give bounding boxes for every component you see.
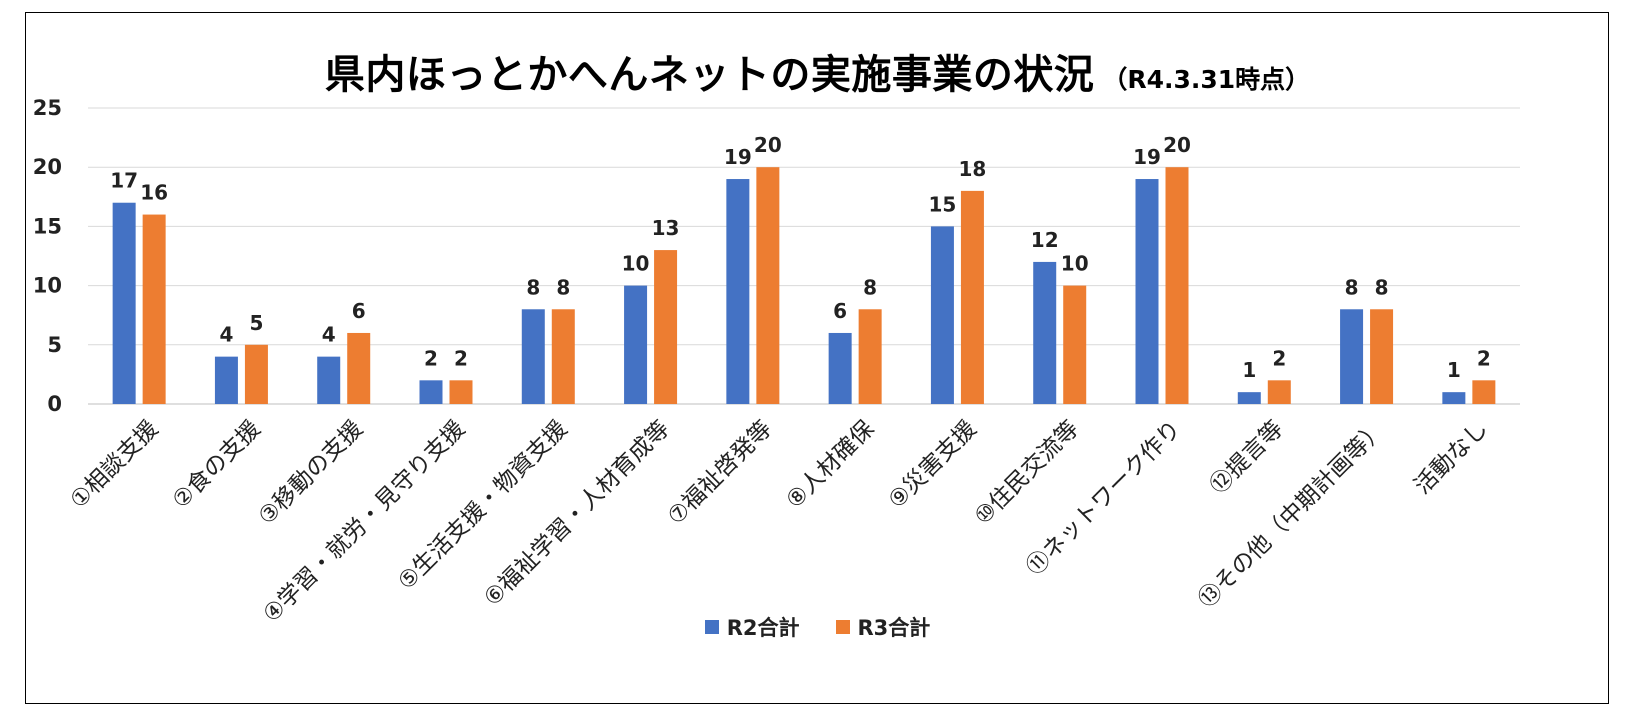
data-label: 2 <box>424 346 438 370</box>
data-label: 8 <box>863 275 877 299</box>
bar-r3 <box>142 214 166 404</box>
data-label: 1 <box>1447 358 1461 382</box>
data-label: 6 <box>352 299 366 323</box>
legend-item: R3合計 <box>835 612 931 642</box>
bar-r2 <box>214 356 238 404</box>
data-label: 13 <box>652 216 680 240</box>
bar-r2 <box>317 356 341 404</box>
bar-r2 <box>1135 179 1159 404</box>
data-label: 2 <box>1272 346 1286 370</box>
category-label: ⑬その他（中期計画等） <box>1194 416 1391 613</box>
legend-item: R2合計 <box>704 612 800 642</box>
data-label: 20 <box>1163 133 1191 157</box>
y-tick-label: 0 <box>47 392 62 416</box>
bar-r3 <box>551 309 575 404</box>
data-label: 19 <box>1133 145 1161 169</box>
category-label: ⑧人材確保 <box>781 416 879 514</box>
data-label: 4 <box>322 323 336 347</box>
bar-r2 <box>521 309 545 404</box>
data-label: 18 <box>959 157 987 181</box>
bar-r2 <box>1033 261 1057 404</box>
bar-r2 <box>1340 309 1364 404</box>
category-label: ④学習・就労・見守り支援 <box>258 416 470 628</box>
category-label: ⑤生活支援・物資支援 <box>393 416 572 595</box>
data-label: 20 <box>754 133 782 157</box>
bar-r3 <box>1267 380 1291 404</box>
y-tick-label: 10 <box>33 274 62 298</box>
bar-r2 <box>1237 392 1261 404</box>
y-tick-label: 15 <box>33 214 62 238</box>
category-label: 活動なし <box>1410 416 1493 499</box>
data-label: 10 <box>622 252 650 276</box>
data-label: 2 <box>454 346 468 370</box>
category-label: ②食の支援 <box>168 416 266 514</box>
y-tick-label: 20 <box>33 155 62 179</box>
data-label: 19 <box>724 145 752 169</box>
data-label: 8 <box>526 275 540 299</box>
legend: R2合計 R3合計 <box>0 612 1635 642</box>
bar-r3 <box>1063 285 1087 404</box>
bar-r3 <box>449 380 473 404</box>
category-label: ⑦福祉啓発等 <box>663 416 777 530</box>
data-label: 5 <box>249 311 263 335</box>
data-label: 10 <box>1061 252 1089 276</box>
data-label: 15 <box>929 192 957 216</box>
category-label: ③移動の支援 <box>254 416 368 530</box>
category-label: ①相談支援 <box>65 416 163 514</box>
bar-r2 <box>1442 392 1466 404</box>
bar-r3 <box>244 344 268 404</box>
data-label: 17 <box>110 169 138 193</box>
chart-title: 県内ほっとかへんネットの実施事業の状況 <box>324 52 1095 98</box>
data-label: 1 <box>1242 358 1256 382</box>
data-label: 6 <box>833 299 847 323</box>
data-label: 4 <box>219 323 233 347</box>
bar-r3 <box>1165 167 1189 404</box>
y-tick-label: 5 <box>47 333 62 357</box>
bar-r3 <box>858 309 882 404</box>
bar-r2 <box>726 179 750 404</box>
y-tick-label: 25 <box>33 96 62 120</box>
bar-r3 <box>756 167 780 404</box>
category-label: ⑨災害支援 <box>884 416 982 514</box>
bar-r2 <box>419 380 443 404</box>
category-label: ⑫提言等 <box>1205 416 1288 499</box>
legend-swatch <box>704 620 719 634</box>
bar-r3 <box>347 332 371 404</box>
legend-label: R2合計 <box>726 616 800 640</box>
legend-swatch <box>835 620 850 634</box>
data-label: 2 <box>1477 346 1491 370</box>
bar-r3 <box>1370 309 1394 404</box>
data-label: 16 <box>140 181 168 205</box>
category-label: ⑥福祉学習・人材育成等 <box>479 416 675 612</box>
bar-r2 <box>624 285 648 404</box>
title-wrap: 県内ほっとかへんネットの実施事業の状況 （R4.3.31時点） <box>0 42 1635 100</box>
data-label: 8 <box>1375 275 1389 299</box>
bar-r3 <box>1472 380 1496 404</box>
data-label: 8 <box>1345 275 1359 299</box>
data-label: 8 <box>556 275 570 299</box>
data-label: 12 <box>1031 228 1059 252</box>
bar-r3 <box>654 250 678 404</box>
category-label: ⑩住民交流等 <box>970 416 1084 530</box>
bar-r2 <box>930 226 954 404</box>
chart-subtitle: （R4.3.31時点） <box>1102 65 1311 94</box>
legend-label: R3合計 <box>857 616 931 640</box>
bar-r3 <box>960 190 984 404</box>
bar-r2 <box>112 202 136 404</box>
bar-r2 <box>828 332 852 404</box>
